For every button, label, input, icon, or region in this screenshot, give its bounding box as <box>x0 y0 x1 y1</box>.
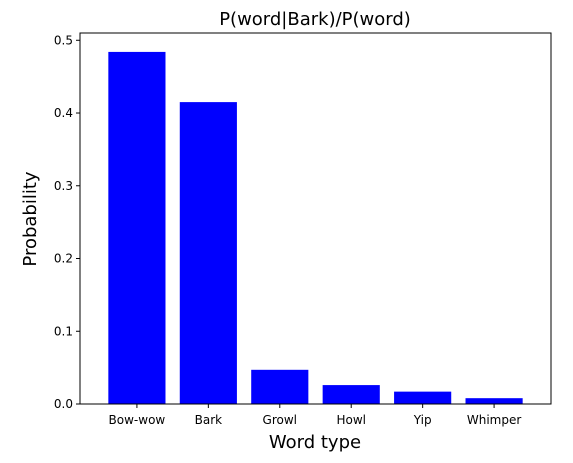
x-tick-label: Bow-wow <box>109 413 166 427</box>
x-axis-title: Word type <box>269 432 361 453</box>
y-tick-label: 0.0 <box>54 397 73 411</box>
x-tick-label: Whimper <box>467 413 521 427</box>
bar-growl <box>251 369 309 404</box>
bar-yip <box>394 391 452 404</box>
chart-title: P(word|Bark)/P(word) <box>219 9 411 30</box>
bar-bow-wow <box>108 51 166 404</box>
bar-whimper <box>465 398 523 404</box>
y-tick-label: 0.1 <box>54 324 73 338</box>
y-tick-label: 0.3 <box>54 179 73 193</box>
y-tick-label: 0.4 <box>54 106 73 120</box>
bar-bark <box>179 102 237 404</box>
bar-howl <box>322 385 380 404</box>
y-tick-label: 0.2 <box>54 252 73 266</box>
plot-frame <box>79 32 552 405</box>
x-tick-label: Growl <box>263 413 297 427</box>
x-tick-label: Yip <box>413 413 432 427</box>
y-axis-title: Probability <box>20 171 41 266</box>
x-tick-label: Howl <box>336 413 366 427</box>
x-tick-label: Bark <box>195 413 223 427</box>
plot-area: Bow-wow Bark Growl Howl Yip Whimper 0.0 0.1 0.2 0… <box>54 33 523 427</box>
y-tick-label: 0.5 <box>54 33 73 47</box>
